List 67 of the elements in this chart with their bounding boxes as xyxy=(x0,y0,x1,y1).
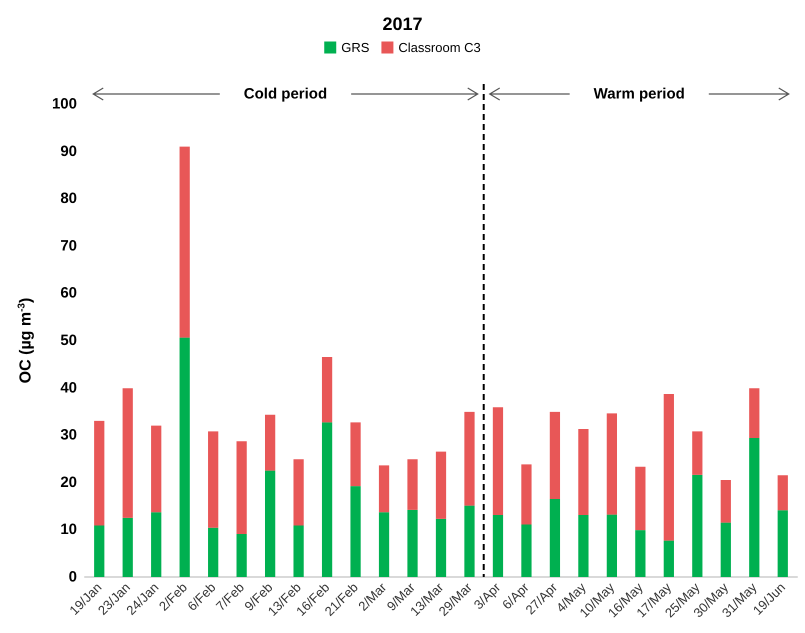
y-tick-label: 40 xyxy=(60,379,77,396)
bar xyxy=(492,407,504,516)
bar xyxy=(122,518,133,577)
text: Cold period xyxy=(244,86,328,102)
bar xyxy=(180,338,190,577)
chart-title: 2017 xyxy=(382,14,423,34)
bar xyxy=(122,388,133,518)
bar xyxy=(749,388,760,438)
bar xyxy=(151,426,162,512)
bar xyxy=(322,357,332,422)
bar xyxy=(521,524,532,577)
bar xyxy=(236,534,247,577)
bar xyxy=(692,431,702,475)
bar xyxy=(264,470,276,577)
bar xyxy=(94,525,104,577)
y-tick-label: 0 xyxy=(68,568,77,586)
bar xyxy=(180,146,190,338)
bar xyxy=(322,422,332,577)
bar xyxy=(208,431,218,528)
bar xyxy=(606,413,618,515)
bar xyxy=(720,522,731,577)
bar xyxy=(94,420,104,526)
bar xyxy=(436,518,446,577)
bar xyxy=(293,525,304,577)
bar xyxy=(664,540,674,577)
bar xyxy=(407,459,418,510)
legend-label: GRS xyxy=(341,40,370,55)
bar xyxy=(378,465,390,512)
bar xyxy=(293,459,304,526)
bar xyxy=(236,441,247,534)
bar xyxy=(720,480,731,523)
bar xyxy=(464,412,475,506)
bar xyxy=(749,438,760,577)
y-tick-label: 90 xyxy=(60,142,77,160)
bar xyxy=(664,394,674,541)
bar xyxy=(550,412,560,499)
text: Warm period xyxy=(594,86,685,102)
bar xyxy=(350,422,361,486)
y-axis-title: OC (µg m-3) xyxy=(16,298,34,384)
y-tick-label: 10 xyxy=(60,521,77,538)
bar xyxy=(635,466,646,530)
bar xyxy=(578,428,589,516)
y-tick-label: 50 xyxy=(60,332,77,349)
y-tick-label: 60 xyxy=(60,284,77,302)
bar xyxy=(778,475,788,510)
y-tick-label: 70 xyxy=(60,237,77,254)
bar xyxy=(208,528,218,577)
bar xyxy=(606,514,618,577)
bar xyxy=(692,474,702,577)
bar xyxy=(550,498,560,577)
y-tick-label: 100 xyxy=(52,96,77,112)
bar xyxy=(407,510,418,577)
bar xyxy=(464,506,475,577)
bar xyxy=(350,486,361,577)
y-tick-label: 30 xyxy=(60,426,77,444)
bar xyxy=(521,464,532,524)
bar xyxy=(264,414,276,471)
bar xyxy=(578,515,589,577)
bar xyxy=(492,515,504,577)
bar xyxy=(436,452,446,519)
y-tick-label: 80 xyxy=(60,190,77,208)
y-tick-label: 20 xyxy=(60,474,77,491)
bar xyxy=(378,512,390,577)
legend-label: Classroom C3 xyxy=(398,40,481,55)
bar xyxy=(778,510,788,577)
bar xyxy=(151,512,162,577)
bar xyxy=(635,530,646,577)
